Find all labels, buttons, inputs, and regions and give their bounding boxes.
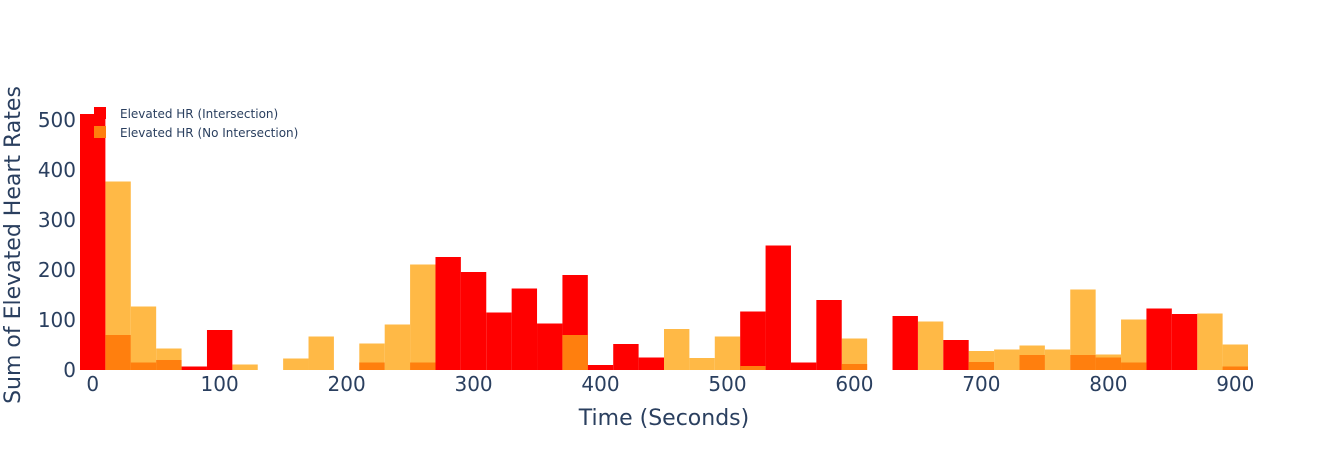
bar-series0-bin22[interactable] [638,357,664,371]
bar-series1-bin13[interactable] [410,362,436,371]
bar-series2-bin41[interactable] [1121,319,1147,371]
bar-series0-bin28[interactable] [790,362,817,371]
bar-series1-bin30[interactable] [841,364,868,370]
bar-series0-bin0[interactable] [80,114,106,370]
bar-series0-bin16[interactable] [486,312,512,371]
bar-series2-bin38[interactable] [1044,349,1071,371]
x-tick-300: 300 [454,372,492,396]
bar-series0-bin43[interactable] [1171,314,1198,370]
bar-series2-bin36[interactable] [994,349,1020,371]
y-tick-labels: 0 100 200 300 400 500 [38,108,76,382]
bar-series0-bin18[interactable] [537,323,563,371]
bar-series1-bin26[interactable] [740,366,766,370]
y-tick-500: 500 [38,108,76,132]
bar-series1-bin2[interactable] [130,362,157,371]
bar-series2-bin25[interactable] [714,336,741,371]
bar-series2-bin44[interactable] [1197,313,1223,371]
x-axis-title: Time (Seconds) [578,406,749,431]
x-tick-500: 500 [708,372,746,396]
y-tick-300: 300 [38,208,76,232]
bar-series0-bin14[interactable] [435,257,461,370]
bar-series2-bin8[interactable] [283,358,309,371]
x-tick-900: 900 [1216,372,1254,396]
bar-series1-bin45[interactable] [1222,366,1248,371]
bar-series0-bin17[interactable] [511,288,538,371]
y-tick-200: 200 [38,258,76,282]
y-tick-100: 100 [38,308,76,332]
y-axis-title: Sum of Elevated Heart Rates [1,86,26,404]
x-tick-600: 600 [835,372,873,396]
bar-series2-bin33[interactable] [917,321,944,371]
bar-series0-bin4[interactable] [181,366,207,371]
bar-series0-bin26[interactable] [740,311,766,371]
bar-series0-bin34[interactable] [943,340,969,370]
bar-series2-bin45[interactable] [1222,344,1248,371]
legend-label-no-intersection: Elevated HR (No Intersection) [120,126,298,140]
bar-series2-bin13[interactable] [410,264,436,371]
bar-series1-bin3[interactable] [156,360,182,370]
bar-series1-bin19[interactable] [562,335,588,370]
bar-series1-bin1[interactable] [105,335,131,370]
bar-series0-bin27[interactable] [765,245,791,371]
bars-layer [80,114,1248,370]
legend: Elevated HR (Intersection) Elevated HR (… [94,107,298,140]
bar-series2-bin23[interactable] [664,329,690,370]
legend-item-no-intersection[interactable]: Elevated HR (No Intersection) [94,126,298,140]
bar-series2-bin24[interactable] [689,358,715,370]
x-tick-100: 100 [201,372,239,396]
bar-series0-bin29[interactable] [816,300,842,370]
bar-series1-bin41[interactable] [1121,362,1147,371]
legend-item-intersection[interactable]: Elevated HR (Intersection) [94,107,278,121]
legend-swatch-intersection [94,107,106,119]
x-tick-400: 400 [581,372,619,396]
y-tick-0: 0 [63,358,76,382]
bar-series1-bin39[interactable] [1070,355,1096,370]
x-tick-labels: 0 100 200 300 400 500 600 700 800 900 [86,372,1254,396]
x-tick-800: 800 [1089,372,1127,396]
bar-series1-bin35[interactable] [968,362,995,370]
bar-series2-bin2[interactable] [130,306,157,371]
legend-swatch-no-intersection [94,126,106,138]
bar-series0-bin20[interactable] [587,365,614,370]
bar-series2-bin6[interactable] [232,364,258,371]
x-tick-200: 200 [328,372,366,396]
bar-series1-bin11[interactable] [359,362,385,371]
bar-series1-bin40[interactable] [1095,357,1122,371]
bar-series2-bin12[interactable] [384,324,411,371]
bar-series0-bin15[interactable] [460,272,487,370]
bar-series0-bin42[interactable] [1146,308,1172,371]
bar-series0-bin21[interactable] [613,344,639,370]
y-tick-400: 400 [38,158,76,182]
x-tick-700: 700 [962,372,1000,396]
bar-series1-bin37[interactable] [1019,355,1045,370]
bar-series0-bin32[interactable] [892,316,918,370]
bar-series0-bin5[interactable] [206,330,233,370]
bar-series2-bin9[interactable] [308,336,334,371]
legend-label-intersection: Elevated HR (Intersection) [120,107,278,121]
x-tick-0: 0 [86,372,99,396]
